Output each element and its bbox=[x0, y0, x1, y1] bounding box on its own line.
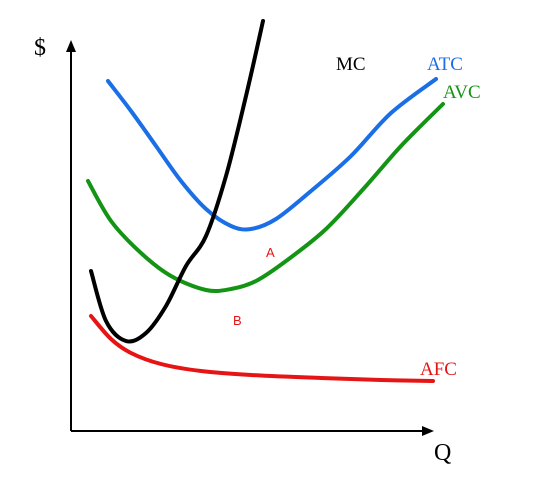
curve-afc bbox=[89, 314, 435, 383]
point-label-b: B bbox=[233, 313, 242, 328]
curve-mc bbox=[89, 19, 265, 344]
curve-label-atc: ATC bbox=[427, 54, 463, 75]
axes: $ Q bbox=[34, 35, 451, 466]
curve-label-mc: MC bbox=[336, 54, 366, 75]
curve-label-avc: AVC bbox=[443, 82, 481, 103]
curve-labels: MC ATC AVC AFC bbox=[336, 54, 481, 380]
curve-label-afc: AFC bbox=[420, 359, 457, 380]
point-label-a: A bbox=[266, 245, 275, 260]
curve-atc bbox=[106, 77, 438, 232]
cost-curves bbox=[86, 19, 445, 383]
curve-avc bbox=[86, 102, 445, 294]
y-axis-title: $ bbox=[34, 35, 46, 61]
x-axis-title: Q bbox=[434, 440, 451, 466]
intersection-labels: AB bbox=[233, 245, 275, 328]
